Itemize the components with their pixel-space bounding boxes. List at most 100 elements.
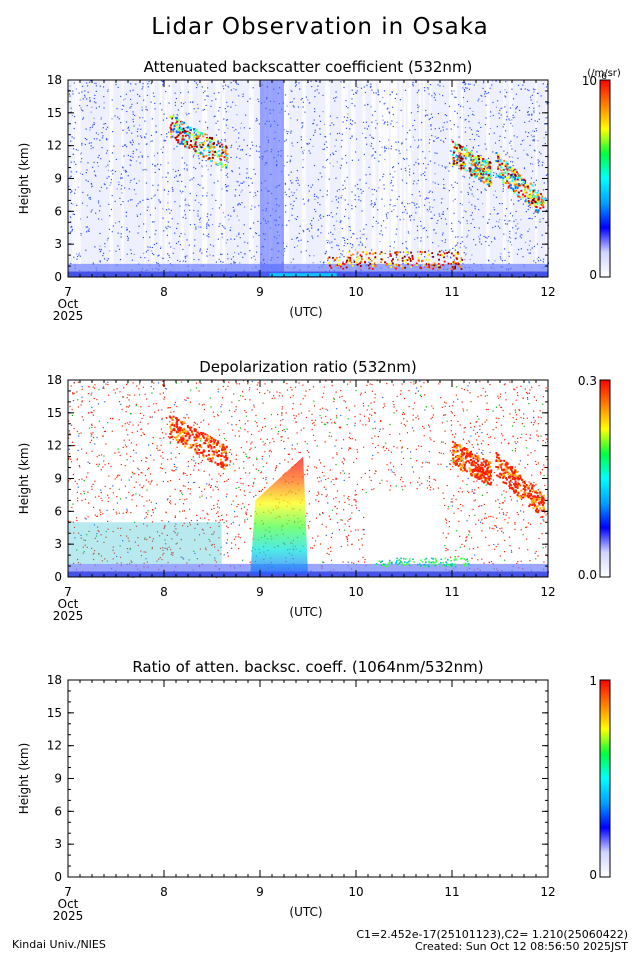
noise-point [103,107,105,109]
noise-point [168,85,170,87]
noise-point [173,131,175,133]
noise-point [171,218,173,220]
noise-point [503,513,505,515]
noise-point [95,90,97,92]
noise-point [283,165,285,167]
noise-point [529,485,531,487]
noise-point [157,184,159,186]
noise-point [409,482,412,484]
noise-point [219,106,221,109]
cloud-point [478,174,481,177]
noise-point [129,141,131,143]
noise-point [448,520,450,523]
noise-point [207,213,209,215]
noise-point [235,128,237,131]
cloud-point [507,172,510,175]
noise-point [371,390,374,392]
noise-point [212,245,215,247]
cloud-point [199,145,202,148]
noise-point [84,96,86,98]
noise-point [413,164,415,166]
noise-point [342,184,344,186]
noise-point [359,230,361,232]
noise-point [520,385,522,387]
cloud-point [169,133,172,136]
noise-point [307,240,309,243]
noise-point [318,500,320,502]
noise-point [322,110,324,113]
noise-point [135,444,138,446]
noise-point [387,121,389,123]
noise-point [367,405,369,407]
noise-point [182,121,184,123]
noise-point [237,148,239,150]
noise-point [226,185,228,188]
noise-point [363,86,365,88]
clear-streak [221,80,226,277]
noise-point [314,193,316,195]
cloud-point [177,131,180,134]
cloud-point [490,181,493,184]
noise-point [286,224,288,226]
cloud-point [513,191,516,194]
noise-point [131,259,134,261]
cloud-point [171,117,174,120]
noise-point [140,135,142,137]
noise-point [238,533,240,535]
noise-point [326,552,328,554]
noise-point [369,134,371,136]
cloud-point [466,169,469,172]
noise-point [352,233,354,235]
noise-point [444,114,446,116]
noise-point [140,459,143,462]
noise-point [165,543,167,545]
noise-point [277,431,280,433]
noise-point [167,561,169,564]
noise-point [106,126,109,128]
noise-point [128,423,130,425]
noise-point [285,130,288,132]
noise-point [328,515,330,517]
noise-point [154,108,156,110]
clear-streak [429,80,432,277]
cloud-point [518,177,521,180]
noise-point [390,199,392,201]
noise-point [259,156,261,158]
clear-streak [342,80,346,277]
noise-point [478,145,480,147]
noise-point [187,91,189,93]
noise-point [291,389,293,391]
noise-point [333,224,335,227]
noise-point [475,206,477,208]
noise-point [212,411,214,413]
clear-streak [159,80,163,277]
noise-point [308,527,310,529]
noise-point [183,522,185,524]
noise-point [165,140,167,142]
clear-streak [387,380,390,577]
noise-point [317,178,319,181]
noise-point [78,252,80,254]
clear-streak [196,380,201,577]
cloud-point [508,185,511,188]
noise-point [414,128,416,131]
noise-point [414,402,416,404]
noise-point [392,176,394,178]
noise-point [89,127,91,129]
noise-point [118,181,120,183]
noise-point [471,557,473,560]
noise-point [194,223,196,226]
noise-point [327,259,329,262]
noise-point [235,409,237,411]
noise-point [135,83,137,85]
low-cloud-point [417,257,420,259]
noise-point [91,488,93,490]
noise-point [320,232,322,234]
noise-point [411,201,413,203]
noise-point [89,129,91,131]
noise-point [168,131,170,133]
noise-point [429,160,432,162]
noise-point [178,478,181,480]
noise-point [251,182,253,184]
cloud-point [478,165,481,168]
